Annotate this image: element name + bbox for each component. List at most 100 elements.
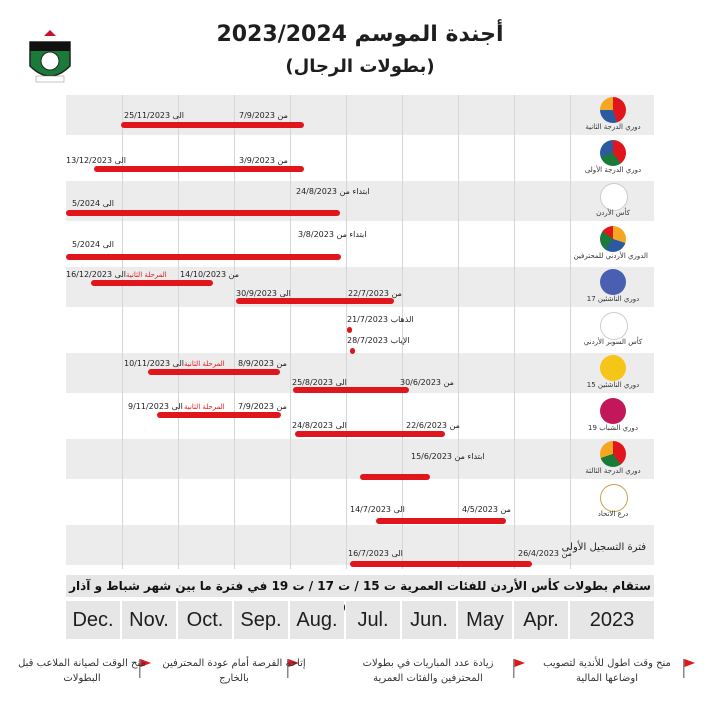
stage-tag: المرحلة الثانية (184, 403, 225, 411)
row-band (66, 439, 654, 479)
u15-icon (600, 355, 626, 381)
month-label: Apr. (514, 601, 568, 639)
competition-name: دوري الشباب 19 (588, 424, 638, 432)
schedule-bar (157, 412, 281, 418)
from-label: ابتداء من 15/6/2023 (411, 452, 485, 461)
month-gridline (234, 95, 235, 569)
schedule-bar (66, 210, 340, 216)
to-label: الى 30/9/2023 (236, 289, 291, 298)
competition-name: كأس الأردن (596, 209, 630, 217)
month-label: Sep. (234, 601, 288, 639)
flag-icon (683, 659, 695, 678)
stage-tag: المرحلة الثانية (184, 360, 225, 368)
competition-name: دوري الدرجة الأولى (584, 166, 642, 174)
to-label: الى 24/8/2023 (292, 421, 347, 430)
page-subtitle: (بطولات الرجال) (285, 56, 435, 77)
footer-point: منح وقت اطول للأندية لتصويب اوضاعها الما… (543, 658, 671, 684)
from-label: الإياب 28/7/2023 (347, 336, 410, 345)
note-banner: ستقام بطولات كأس الأردن للفئات العمرية ت… (66, 575, 654, 615)
month-gridline (178, 95, 179, 569)
super-cup-icon (600, 312, 628, 340)
month-gridline (458, 95, 459, 569)
from-label: من 14/10/2023 (180, 270, 240, 279)
from-label: من 3/9/2023 (239, 156, 288, 165)
page-title: أجندة الموسم 2023/2024 (216, 22, 504, 47)
from-label: ابتداء من 24/8/2023 (296, 187, 370, 196)
from-label: من 7/9/2023 (238, 402, 287, 411)
competition-name: الدوري الأردني للمحترفين (573, 252, 648, 260)
schedule-bar (295, 431, 445, 437)
schedule-bar (293, 387, 409, 393)
to-label: الى 9/11/2023 (128, 402, 183, 411)
schedule-bar (148, 369, 280, 375)
competition-name: فترة التسجيل الأولى (561, 542, 646, 553)
competition-name: دوري الدرجة الثانية (585, 123, 641, 131)
month-gridline (346, 95, 347, 569)
footer-point: منح الوقت لصيانة الملاعب قبل البطولات (18, 658, 146, 684)
schedule-bar (347, 327, 352, 333)
flag-icon (287, 659, 299, 678)
league-ball-icon (600, 97, 626, 123)
to-label: الى 5/2024 (72, 199, 115, 208)
shield-icon (600, 484, 628, 512)
u19-icon (600, 398, 626, 424)
competition-name: دوري الناشئين 15 (586, 381, 640, 389)
month-gridline (122, 95, 123, 569)
schedule-bar (91, 280, 213, 286)
to-label: الى 16/7/2023 (348, 549, 403, 558)
month-label: Jun. (402, 601, 456, 639)
to-label: الى 14/7/2023 (350, 505, 405, 514)
competition-name: دوري الناشئين 17 (586, 295, 640, 303)
schedule-bar (94, 166, 304, 172)
to-label: الى 5/2024 (72, 240, 115, 249)
month-label: Nov. (122, 601, 176, 639)
month-label: May (458, 601, 512, 639)
month-gridline (290, 95, 291, 569)
month-axis: Dec. Nov. Oct. Sep. Aug. Jul. Jun. May A… (66, 601, 654, 639)
from-label: من 26/4/2023 (518, 549, 572, 558)
to-label: الى 25/8/2023 (292, 378, 347, 387)
year-label: 2023 (570, 601, 654, 639)
schedule-bar (350, 348, 355, 354)
footer-point: زيادة عدد المباريات في بطولات المحترفين … (362, 658, 494, 684)
row-band (66, 138, 654, 178)
schedule-bar (360, 474, 430, 480)
league-ball-icon (600, 441, 626, 467)
flag-icon (139, 659, 151, 678)
u17-icon (600, 269, 626, 295)
from-label: من 30/6/2023 (400, 378, 454, 387)
month-label: Jul. (346, 601, 400, 639)
from-label: من 22/7/2023 (348, 289, 402, 298)
footer-point: إتاحة الفرصة أمام عودة المحترفين بالخارج (162, 658, 306, 684)
competition-name: كأس السوبر الأردني (583, 338, 643, 346)
federation-logo (29, 30, 71, 83)
schedule-bar (66, 254, 341, 260)
cup-icon (600, 183, 628, 211)
schedule-grid: دوري الدرجة الثانية من 7/9/2023 الى 25/1… (66, 95, 654, 569)
row-band (66, 482, 654, 522)
schedule-bar (236, 298, 394, 304)
month-label: Aug. (290, 601, 344, 639)
to-label: الى 10/11/2023 (124, 359, 184, 368)
league-ball-icon (600, 140, 626, 166)
pro-league-icon (600, 226, 626, 252)
schedule-bar (376, 518, 506, 524)
from-label: من 7/9/2023 (239, 111, 288, 120)
month-label: Dec. (66, 601, 120, 639)
to-label: الى 25/11/2023 (124, 111, 184, 120)
row-band (66, 95, 654, 135)
from-label: ابتداء من 3/8/2023 (298, 230, 367, 239)
flag-icon (513, 659, 525, 678)
from-label: من 8/9/2023 (238, 359, 287, 368)
month-label: Oct. (178, 601, 232, 639)
schedule-bar (350, 561, 532, 567)
stage-tag: المرحلة الثانية (126, 271, 167, 279)
from-label: من 22/6/2023 (406, 421, 460, 430)
row-band (66, 525, 654, 565)
from-label: الذهاب 21/7/2023 (347, 315, 414, 324)
to-label: الى 16/12/2023 (66, 270, 126, 279)
month-gridline (514, 95, 515, 569)
schedule-bar (121, 122, 304, 128)
from-label: من 4/5/2023 (462, 505, 511, 514)
month-gridline (570, 95, 571, 569)
